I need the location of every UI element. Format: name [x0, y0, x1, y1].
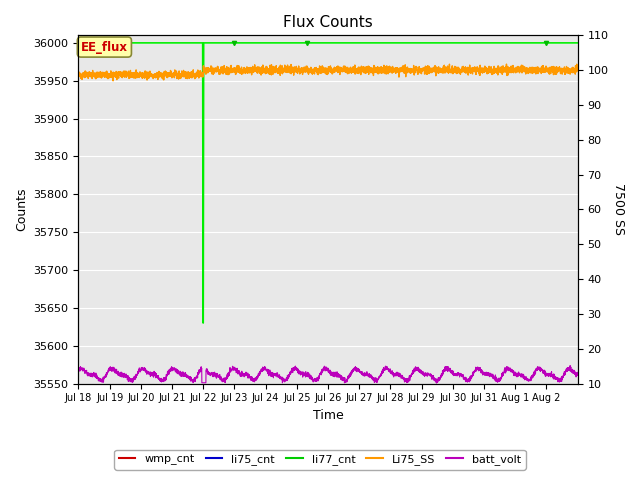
Text: EE_flux: EE_flux [81, 40, 128, 54]
Title: Flux Counts: Flux Counts [283, 15, 373, 30]
Y-axis label: Counts: Counts [15, 188, 28, 231]
X-axis label: Time: Time [312, 409, 344, 422]
Y-axis label: 7500 SS: 7500 SS [612, 183, 625, 235]
Legend: wmp_cnt, li75_cnt, li77_cnt, Li75_SS, batt_volt: wmp_cnt, li75_cnt, li77_cnt, Li75_SS, ba… [115, 450, 525, 469]
